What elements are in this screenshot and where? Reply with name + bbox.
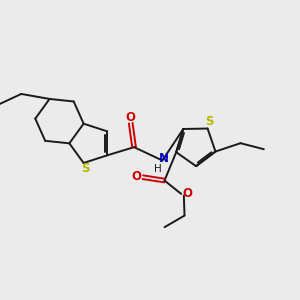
- Text: O: O: [132, 170, 142, 183]
- Text: S: S: [205, 116, 214, 128]
- Text: O: O: [182, 188, 192, 200]
- Text: N: N: [159, 152, 169, 165]
- Text: O: O: [126, 111, 136, 124]
- Text: H: H: [154, 164, 161, 174]
- Text: S: S: [81, 163, 89, 176]
